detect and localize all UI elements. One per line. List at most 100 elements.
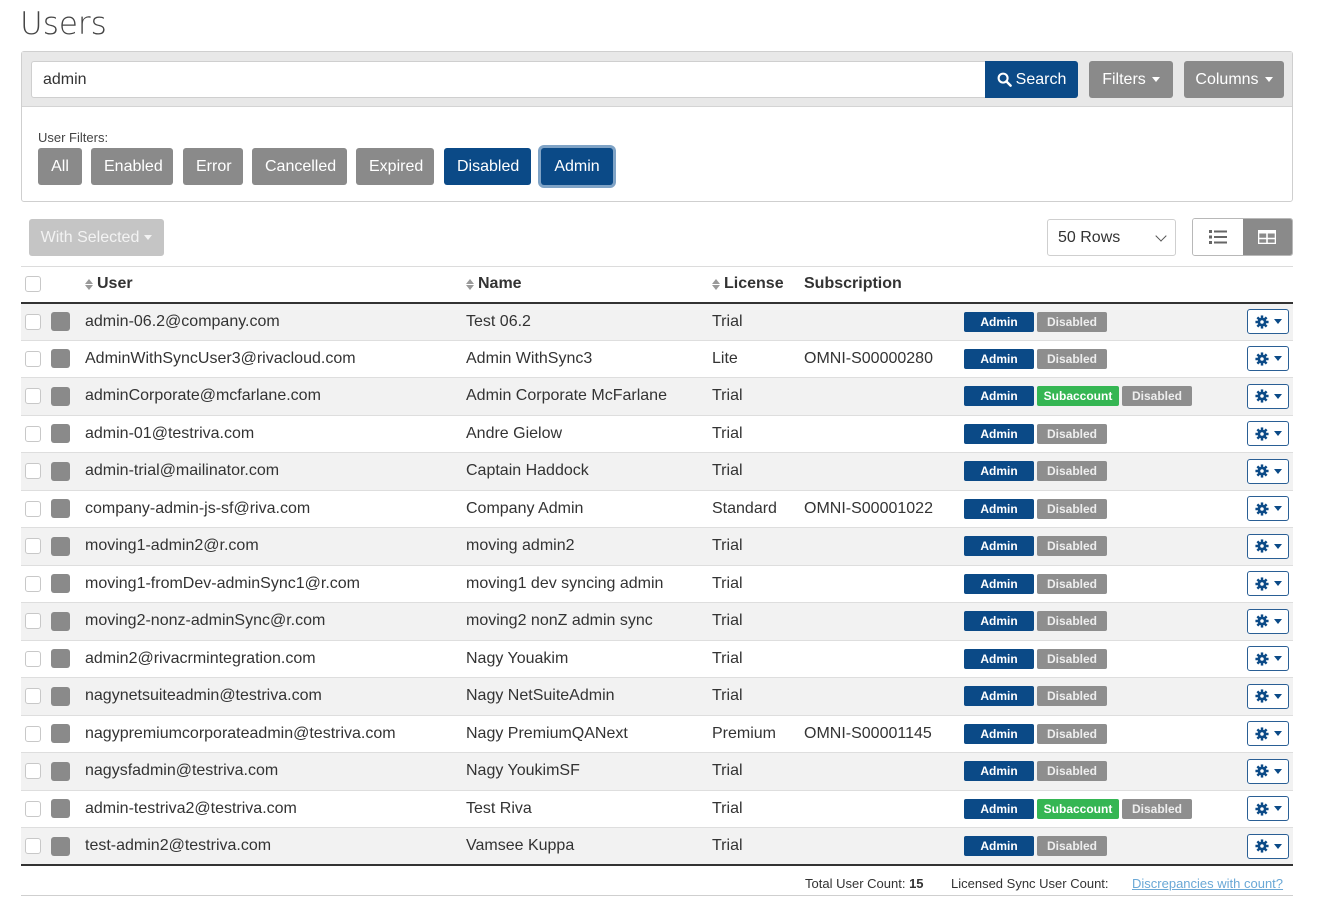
row-actions-button[interactable] bbox=[1247, 309, 1289, 334]
select-all-checkbox[interactable] bbox=[25, 276, 41, 293]
user-email[interactable]: admin-testriva2@testriva.com bbox=[85, 799, 297, 817]
row-checkbox[interactable] bbox=[25, 313, 41, 330]
row-checkbox[interactable] bbox=[25, 613, 41, 630]
disabled-badge: Disabled bbox=[1037, 611, 1107, 632]
discrepancies-link[interactable]: Discrepancies with count? bbox=[1132, 876, 1284, 891]
row-actions-button[interactable] bbox=[1247, 721, 1289, 747]
disabled-badge: Disabled bbox=[1037, 348, 1107, 369]
table-row[interactable]: nagynetsuiteadmin@testriva.com Nagy NetS… bbox=[21, 677, 1293, 715]
table-row[interactable]: moving1-fromDev-adminSync1@r.com moving1… bbox=[21, 565, 1293, 603]
licensed-sync-user-count: Licensed Sync User Count: bbox=[951, 876, 1109, 891]
user-email[interactable]: adminCorporate@mcfarlane.com bbox=[85, 387, 321, 405]
row-checkbox[interactable] bbox=[25, 575, 41, 592]
filter-all-button[interactable]: All bbox=[38, 148, 82, 185]
user-email[interactable]: moving2-nonz-adminSync@r.com bbox=[85, 612, 326, 630]
filters-dropdown-button[interactable]: Filters bbox=[1089, 61, 1173, 98]
table-row[interactable]: moving1-admin2@r.com moving admin2 Trial… bbox=[21, 527, 1293, 565]
row-checkbox[interactable] bbox=[25, 800, 41, 817]
columns-dropdown-button[interactable]: Columns bbox=[1184, 61, 1284, 98]
user-email[interactable]: admin-trial@mailinator.com bbox=[85, 462, 280, 480]
filter-cancelled-button[interactable]: Cancelled bbox=[252, 148, 347, 185]
user-subscription: OMNI-S00001145 bbox=[804, 724, 932, 742]
caret-down-icon bbox=[1273, 319, 1282, 324]
row-actions-button[interactable] bbox=[1247, 833, 1289, 859]
disabled-badge: Disabled bbox=[1037, 311, 1107, 332]
table-row[interactable]: nagysfadmin@testriva.com Nagy YoukimSF T… bbox=[21, 752, 1293, 790]
admin-badge: Admin bbox=[964, 573, 1034, 594]
caret-down-icon bbox=[1273, 843, 1282, 849]
filter-disabled-button[interactable]: Disabled bbox=[444, 148, 531, 185]
row-checkbox[interactable] bbox=[25, 425, 41, 442]
user-email[interactable]: moving1-admin2@r.com bbox=[85, 537, 259, 555]
filter-expired-button[interactable]: Expired bbox=[356, 148, 434, 185]
disabled-badge: Disabled bbox=[1037, 723, 1107, 744]
column-header-name[interactable]: Name bbox=[466, 267, 712, 303]
row-checkbox[interactable] bbox=[25, 763, 41, 780]
row-actions-button[interactable] bbox=[1247, 458, 1289, 484]
rows-per-page-select[interactable]: 50 Rows bbox=[1047, 219, 1176, 256]
row-actions-button[interactable] bbox=[1247, 571, 1289, 597]
row-checkbox[interactable] bbox=[25, 838, 41, 854]
search-input[interactable] bbox=[31, 61, 986, 98]
search-button[interactable]: Search bbox=[985, 61, 1078, 98]
row-checkbox[interactable] bbox=[25, 650, 41, 667]
user-license: Lite bbox=[712, 349, 738, 367]
filter-error-button[interactable]: Error bbox=[183, 148, 243, 185]
table-row[interactable]: nagypremiumcorporateadmin@testriva.com N… bbox=[21, 715, 1293, 753]
user-email[interactable]: nagysfadmin@testriva.com bbox=[85, 762, 279, 780]
user-email[interactable]: nagypremiumcorporateadmin@testriva.com bbox=[85, 724, 396, 742]
row-checkbox[interactable] bbox=[25, 688, 41, 705]
user-email[interactable]: admin2@rivacrmintegration.com bbox=[85, 649, 316, 667]
row-actions-button[interactable] bbox=[1247, 646, 1289, 672]
column-header-user[interactable]: User bbox=[85, 267, 466, 303]
user-email[interactable]: admin-06.2@company.com bbox=[85, 312, 280, 330]
row-actions-button[interactable] bbox=[1247, 758, 1289, 784]
table-row[interactable]: AdminWithSyncUser3@rivacloud.com Admin W… bbox=[21, 340, 1293, 378]
row-actions-button[interactable] bbox=[1247, 533, 1289, 559]
row-checkbox[interactable] bbox=[25, 388, 41, 405]
gear-icon bbox=[1254, 427, 1269, 441]
table-row[interactable]: test-admin2@testriva.com Vamsee Kuppa Tr… bbox=[21, 827, 1293, 865]
row-checkbox[interactable] bbox=[25, 350, 41, 367]
chevron-down-icon bbox=[1155, 229, 1167, 242]
user-license: Trial bbox=[712, 387, 743, 405]
user-email[interactable]: test-admin2@testriva.com bbox=[85, 837, 272, 854]
row-actions-button[interactable] bbox=[1247, 346, 1289, 372]
avatar bbox=[51, 724, 70, 744]
row-actions-button[interactable] bbox=[1247, 421, 1289, 447]
table-row[interactable]: adminCorporate@mcfarlane.com Admin Corpo… bbox=[21, 377, 1293, 415]
page-title: Users bbox=[20, 6, 107, 42]
user-email[interactable]: company-admin-js-sf@riva.com bbox=[85, 499, 311, 517]
sort-icon bbox=[85, 278, 93, 290]
caret-down-icon bbox=[1273, 618, 1282, 624]
row-actions-button[interactable] bbox=[1247, 383, 1289, 409]
with-selected-button[interactable]: With Selected bbox=[29, 219, 164, 256]
user-email[interactable]: admin-01@testriva.com bbox=[85, 424, 255, 442]
column-header-license[interactable]: License bbox=[712, 267, 804, 303]
table-row[interactable]: moving2-nonz-adminSync@r.com moving2 non… bbox=[21, 602, 1293, 640]
user-license: Trial bbox=[712, 837, 743, 854]
row-checkbox[interactable] bbox=[25, 538, 41, 555]
list-view-button[interactable] bbox=[1193, 219, 1243, 255]
table-row[interactable]: company-admin-js-sf@riva.com Company Adm… bbox=[21, 490, 1293, 528]
user-email[interactable]: moving1-fromDev-adminSync1@r.com bbox=[85, 574, 360, 592]
table-row[interactable]: admin2@rivacrmintegration.com Nagy Youak… bbox=[21, 640, 1293, 678]
table-row[interactable]: admin-06.2@company.com Test 06.2 Trial A… bbox=[21, 302, 1293, 340]
row-checkbox[interactable] bbox=[25, 725, 41, 742]
row-actions-button[interactable] bbox=[1247, 608, 1289, 634]
table-row[interactable]: admin-01@testriva.com Andre Gielow Trial… bbox=[21, 415, 1293, 453]
row-checkbox[interactable] bbox=[25, 463, 41, 480]
caret-down-icon bbox=[144, 235, 153, 240]
filter-enabled-button[interactable]: Enabled bbox=[91, 148, 173, 185]
grid-view-button[interactable] bbox=[1242, 219, 1292, 255]
user-email[interactable]: nagynetsuiteadmin@testriva.com bbox=[85, 687, 322, 705]
row-actions-button[interactable] bbox=[1247, 796, 1289, 822]
row-actions-button[interactable] bbox=[1247, 496, 1289, 522]
row-actions-button[interactable] bbox=[1247, 683, 1289, 709]
admin-badge: Admin bbox=[964, 348, 1034, 369]
row-checkbox[interactable] bbox=[25, 500, 41, 517]
table-row[interactable]: admin-testriva2@testriva.com Test Riva T… bbox=[21, 790, 1293, 828]
table-row[interactable]: admin-trial@mailinator.com Captain Haddo… bbox=[21, 452, 1293, 490]
user-email[interactable]: AdminWithSyncUser3@rivacloud.com bbox=[85, 349, 356, 367]
filter-admin-button[interactable]: Admin bbox=[541, 148, 613, 185]
